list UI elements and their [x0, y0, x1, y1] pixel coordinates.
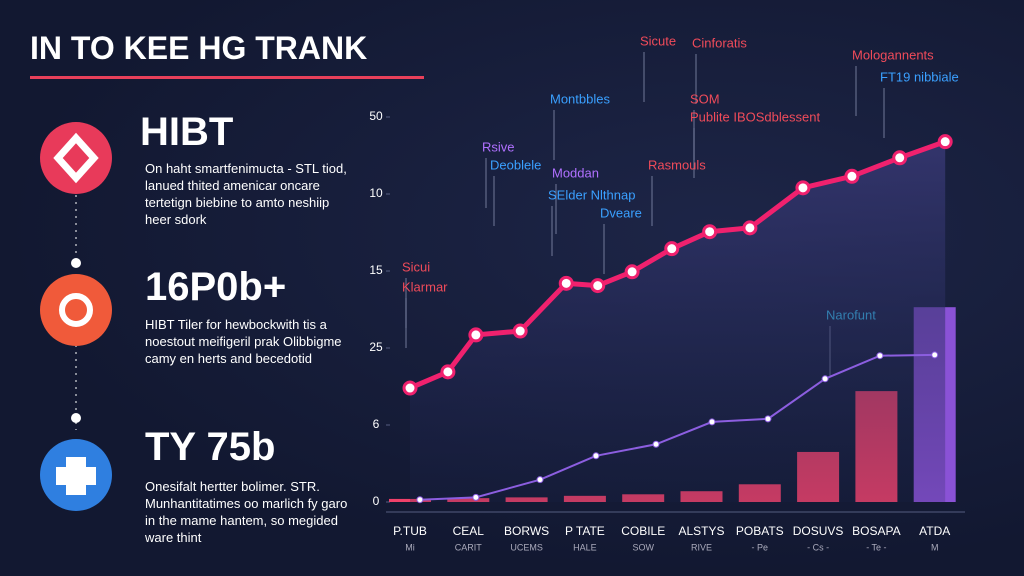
item-heading: TY 75b — [145, 425, 276, 469]
x-tick-sublabel: CARIT — [455, 542, 483, 552]
point — [652, 440, 660, 448]
x-tick-sublabel: HALE — [573, 542, 597, 552]
point — [742, 220, 758, 236]
point — [821, 375, 829, 383]
annotation: Moddan — [552, 165, 599, 180]
annotation: Mologannents — [852, 47, 934, 62]
line — [419, 353, 935, 501]
point — [795, 180, 811, 196]
point — [876, 352, 884, 360]
x-tick-sublabel: - Cs - — [807, 542, 829, 552]
title-underline — [30, 76, 424, 79]
x-tick-sublabel: RIVE — [691, 542, 712, 552]
point — [844, 168, 860, 184]
x-tick-sublabel: SOW — [632, 542, 654, 552]
dot — [71, 258, 81, 268]
annotation: Montbbles — [550, 91, 610, 106]
y-tick-label: 15 — [369, 263, 383, 277]
point — [764, 415, 772, 423]
x-tick-label: ALSTYS — [678, 524, 724, 538]
annotation: Cinforatis — [692, 35, 747, 50]
y-tick-label: 6 — [373, 417, 380, 431]
point — [402, 380, 418, 396]
x-tick-sublabel: Mi — [405, 542, 415, 552]
x-tick-sublabel: - Pe — [752, 542, 769, 552]
point — [892, 150, 908, 166]
icon — [40, 122, 112, 194]
x-tick-label: POBATS — [736, 524, 784, 538]
x-tick-sublabel: M — [931, 542, 939, 552]
item-heading: 16P0b+ — [145, 265, 287, 309]
point — [624, 264, 640, 280]
annotation: SElder Nlthnap — [548, 187, 635, 202]
item-text: Onesifalt hertter bolimer. STR. Munhanti… — [145, 479, 348, 545]
point — [702, 224, 718, 240]
annotation: Deoblele — [490, 157, 541, 172]
icon — [40, 274, 112, 346]
y-tick-label: 10 — [369, 186, 383, 200]
annotation: Rasmouls — [648, 157, 706, 172]
annotation: Publite IBOSdblessent — [690, 109, 820, 124]
point — [558, 275, 574, 291]
point — [592, 452, 600, 460]
point — [931, 351, 939, 359]
annotation: FT19 nibbiale — [880, 69, 959, 84]
x-tick-label: BOSAPA — [852, 524, 900, 538]
icon-glyph — [53, 132, 99, 184]
line-area — [410, 141, 946, 502]
item-heading: HIBT — [140, 110, 234, 154]
dot — [71, 413, 81, 423]
annotation: Dveare — [600, 205, 642, 220]
x-tick-label: BORWS — [504, 524, 549, 538]
item-text: On haht smartfenimucta - STL tiod, lanue… — [145, 161, 347, 227]
x-tick-label: DOSUVS — [793, 524, 844, 538]
point — [708, 418, 716, 426]
x-tick-label: COBILE — [621, 524, 665, 538]
y-tick-label: 0 — [373, 494, 380, 508]
x-tick-label: P.TUB — [393, 524, 427, 538]
point — [440, 364, 456, 380]
point — [536, 476, 544, 484]
annotation: Sicui — [402, 259, 430, 274]
item-text: HIBT Tiler for hewbockwith tis a noestou… — [145, 317, 342, 366]
point — [937, 134, 953, 150]
y-tick-label: 25 — [369, 340, 383, 354]
point — [472, 493, 480, 501]
annotation: Sicute — [640, 33, 676, 48]
point — [512, 323, 528, 339]
annotation: SOM — [690, 91, 720, 106]
point — [664, 241, 680, 257]
point — [416, 496, 424, 504]
point — [468, 327, 484, 343]
x-tick-label: CEAL — [453, 524, 485, 538]
title: IN TO KEE HG TRANK — [30, 30, 368, 66]
x-tick-sublabel: UCEMS — [510, 542, 543, 552]
x-tick-sublabel: - Te - — [866, 542, 886, 552]
annotation: Klarmar — [402, 279, 448, 294]
icon-glyph — [56, 457, 96, 495]
point — [590, 278, 606, 294]
x-tick-label: ATDA — [919, 524, 950, 538]
y-tick-label: 50 — [369, 109, 383, 123]
x-tick-label: P TATE — [565, 524, 605, 538]
annotation: Rsive — [482, 139, 515, 154]
icon-glyph — [59, 293, 93, 327]
